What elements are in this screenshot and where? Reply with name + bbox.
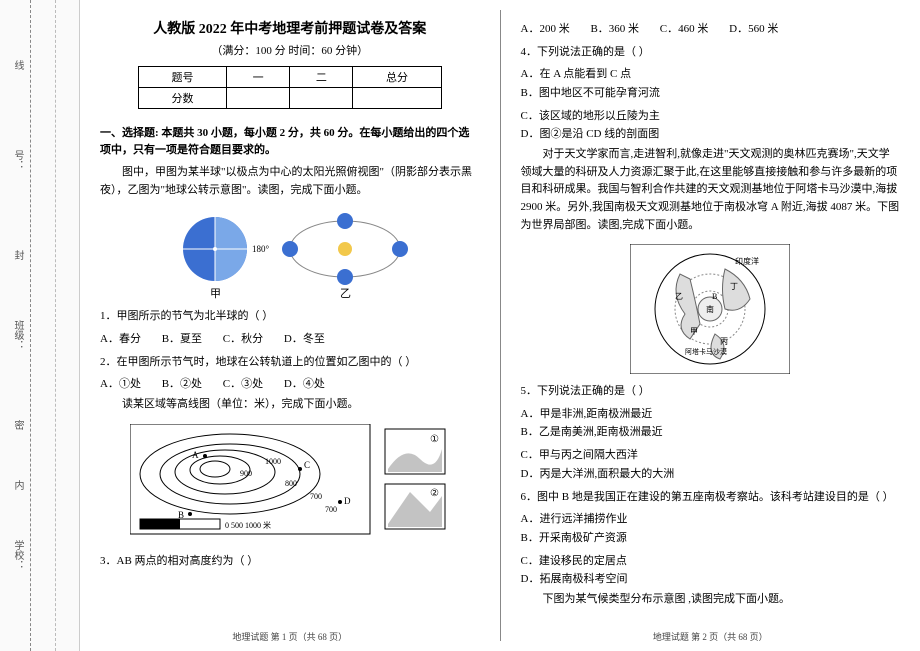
q6-text: 6．图中 B 地是我国正在建设的第五座南极考察站。该科考站建设目的是（ ） xyxy=(521,488,901,507)
option: A．进行远洋捕捞作业 xyxy=(521,510,703,529)
svg-text:甲: 甲 xyxy=(690,327,698,336)
section-1-title: 一、选择题: 本题共 30 小题，每小题 2 分，共 60 分。在每小题给出的四… xyxy=(100,125,480,158)
q6-options-1: A．进行远洋捕捞作业 B．开采南极矿产资源 xyxy=(521,510,901,547)
svg-text:700: 700 xyxy=(310,492,322,501)
option: D．冬至 xyxy=(284,330,325,349)
sun-orbit-svg: 180° 甲 乙 xyxy=(160,209,420,299)
page-footer-1: 地理试题 第 1 页（共 68 页） xyxy=(100,626,480,643)
svg-text:700: 700 xyxy=(325,505,337,514)
svg-text:900: 900 xyxy=(240,469,252,478)
svg-text:②: ② xyxy=(430,488,439,499)
exam-subtitle: （满分：100 分 时间：60 分钟） xyxy=(100,42,480,58)
td: 分数 xyxy=(138,88,226,109)
svg-text:180°: 180° xyxy=(252,244,270,254)
figure-contour: 1000 900 800 700 700 A B C D 0 500 1000 … xyxy=(100,424,480,544)
option: A．在 A 点能看到 C 点 xyxy=(521,65,703,84)
option: A．春分 xyxy=(100,330,141,349)
option: B．开采南极矿产资源 xyxy=(521,529,703,548)
q3-text: 3．AB 两点的相对高度约为（ ） xyxy=(100,552,480,571)
q4-text: 4．下列说法正确的是（ ） xyxy=(521,43,901,62)
option: C．460 米 xyxy=(660,20,709,39)
figure-world-map: 印度洋 阿塔卡马沙漠 南 丁 乙 丙 甲 B xyxy=(521,244,901,374)
bind-label: 内 xyxy=(10,480,25,490)
svg-text:甲: 甲 xyxy=(210,288,221,299)
binding-line xyxy=(30,0,31,651)
q4-options-1: A．在 A 点能看到 C 点 B．图中地区不可能孕育河流 xyxy=(521,65,901,102)
q3-options: A．200 米 B．360 米 C．460 米 D．560 米 xyxy=(521,20,901,39)
table-row: 分数 xyxy=(138,88,441,109)
option: C．秋分 xyxy=(223,330,263,349)
option: B．②处 xyxy=(162,375,202,394)
th: 总分 xyxy=(353,67,441,88)
intro-text: 图中，甲图为某半球"以极点为中心的太阳光照俯视图"（阴影部分表示黑夜），乙图为"… xyxy=(100,164,480,199)
option: D．④处 xyxy=(284,375,325,394)
option: A．200 米 xyxy=(521,20,570,39)
th: 一 xyxy=(227,67,290,88)
svg-text:南: 南 xyxy=(706,304,714,314)
th: 二 xyxy=(290,67,353,88)
svg-text:丙: 丙 xyxy=(720,337,728,346)
contour-intro: 读某区域等高线图（单位：米），完成下面小题。 xyxy=(100,396,480,414)
q1-options: A．春分 B．夏至 C．秋分 D．冬至 xyxy=(100,330,480,349)
svg-text:印度洋: 印度洋 xyxy=(735,256,759,266)
q2-text: 2．在甲图所示节气时，地球在公转轨道上的位置如乙图中的（ ） xyxy=(100,353,480,372)
bind-label: 封 xyxy=(10,250,25,260)
td xyxy=(227,88,290,109)
bind-label: 线 xyxy=(10,60,25,70)
svg-text:0 500 1000 米: 0 500 1000 米 xyxy=(225,520,271,530)
option: C．建设移民的定居点 xyxy=(521,552,703,571)
option: A．①处 xyxy=(100,375,141,394)
option: D．拓展南极科考空间 xyxy=(521,570,703,589)
td xyxy=(290,88,353,109)
q5-text: 5．下列说法正确的是（ ） xyxy=(521,382,901,401)
exam-title: 人教版 2022 年中考地理考前押题试卷及答案 xyxy=(100,18,480,38)
bind-label: 班级： xyxy=(10,320,25,350)
bind-label: 学校： xyxy=(10,540,25,570)
option: B．乙是南美洲,距南极洲最近 xyxy=(521,423,703,442)
contour-svg: 1000 900 800 700 700 A B C D 0 500 1000 … xyxy=(130,424,450,544)
climate-intro: 下图为某气候类型分布示意图 ,读图完成下面小题。 xyxy=(521,591,901,609)
option: C．甲与丙之间隔大西洋 xyxy=(521,446,703,465)
svg-text:C: C xyxy=(304,460,310,470)
svg-text:乙: 乙 xyxy=(340,287,351,299)
option: D．560 米 xyxy=(729,20,778,39)
figure-sun-orbit: 180° 甲 乙 xyxy=(100,209,480,299)
score-table: 题号 一 二 总分 分数 xyxy=(138,66,442,109)
q6-options-2: C．建设移民的定居点 D．拓展南极科考空间 xyxy=(521,552,901,589)
svg-text:800: 800 xyxy=(285,479,297,488)
svg-text:乙: 乙 xyxy=(675,292,683,301)
svg-text:A: A xyxy=(192,450,199,460)
svg-text:D: D xyxy=(344,496,351,506)
svg-text:B: B xyxy=(712,292,717,301)
page-2: A．200 米 B．360 米 C．460 米 D．560 米 4．下列说法正确… xyxy=(501,0,920,651)
table-row: 题号 一 二 总分 xyxy=(138,67,441,88)
option: D．图②是沿 CD 线的剖面图 xyxy=(521,125,703,144)
page-footer-2: 地理试题 第 2 页（共 68 页） xyxy=(521,626,901,643)
astro-intro: 对于天文学家而言,走进智利,就像走进"天文观测的奥林匹克赛场",天文学领域大量的… xyxy=(521,146,901,234)
q5-options-2: C．甲与丙之间隔大西洋 D．丙是大洋洲,面积最大的大洲 xyxy=(521,446,901,483)
q2-options: A．①处 B．②处 C．③处 D．④处 xyxy=(100,375,480,394)
q1-text: 1．甲图所示的节气为北半球的（ ） xyxy=(100,307,480,326)
bind-label: 密 xyxy=(10,420,25,430)
td xyxy=(353,88,441,109)
bind-label: 号： xyxy=(10,150,25,170)
binding-strip: 线 号： 封 班级： 密 内 学校： xyxy=(0,0,80,651)
page-1: 人教版 2022 年中考地理考前押题试卷及答案 （满分：100 分 时间：60 … xyxy=(80,0,500,651)
binding-line-2 xyxy=(55,0,56,651)
option: A．甲是非洲,距南极洲最近 xyxy=(521,405,703,424)
world-map-svg: 印度洋 阿塔卡马沙漠 南 丁 乙 丙 甲 B xyxy=(630,244,790,374)
option: B．图中地区不可能孕育河流 xyxy=(521,84,703,103)
option: C．③处 xyxy=(223,375,263,394)
q4-options-2: C．该区域的地形以丘陵为主 D．图②是沿 CD 线的剖面图 xyxy=(521,107,901,144)
svg-text:丁: 丁 xyxy=(730,282,738,291)
svg-text:1000: 1000 xyxy=(265,457,281,466)
svg-text:①: ① xyxy=(430,434,439,445)
q5-options-1: A．甲是非洲,距南极洲最近 B．乙是南美洲,距南极洲最近 xyxy=(521,405,901,442)
option: B．夏至 xyxy=(162,330,202,349)
option: C．该区域的地形以丘陵为主 xyxy=(521,107,703,126)
option: B．360 米 xyxy=(590,20,639,39)
svg-text:阿塔卡马沙漠: 阿塔卡马沙漠 xyxy=(685,347,727,356)
th: 题号 xyxy=(138,67,226,88)
option: D．丙是大洋洲,面积最大的大洲 xyxy=(521,465,703,484)
